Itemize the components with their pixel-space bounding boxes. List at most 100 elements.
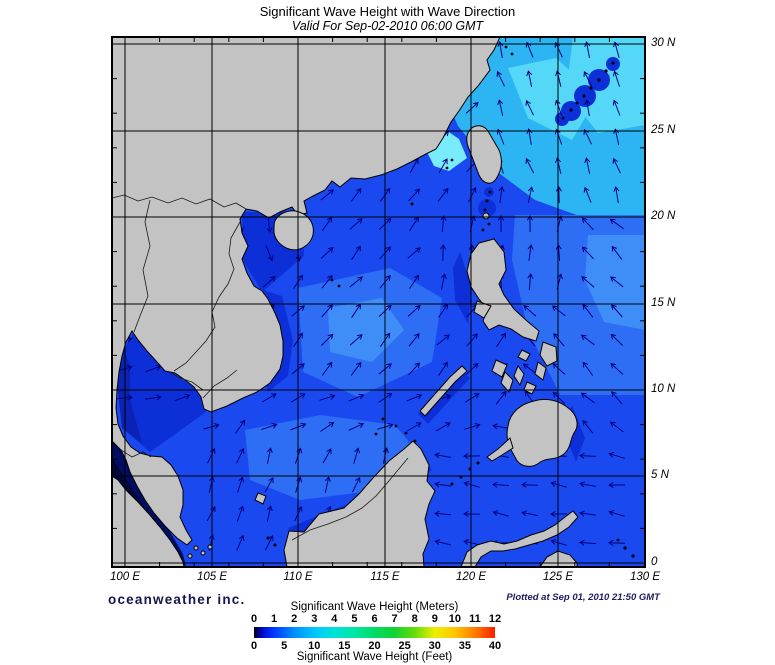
wave-direction-arrow	[608, 452, 625, 459]
land-sulawesi	[460, 510, 579, 568]
wave-direction-arrow	[581, 217, 594, 231]
wave-direction-arrow	[523, 305, 537, 317]
wave-direction-arrow	[492, 481, 510, 488]
wave-direction-arrow	[265, 245, 274, 262]
wave-direction-arrow	[438, 158, 448, 174]
wave-direction-arrow	[583, 71, 593, 87]
land-panay	[491, 359, 508, 378]
wave-direction-arrow	[580, 392, 595, 404]
wave-direction-arrow	[613, 128, 620, 145]
wave-direction-arrow	[608, 539, 626, 546]
wave-direction-arrow	[348, 422, 365, 431]
wave-direction-arrow	[579, 481, 596, 488]
wave-direction-arrow	[237, 476, 245, 493]
wave-direction-arrow	[521, 510, 538, 517]
wave-direction-arrow	[550, 481, 567, 488]
plotted-timestamp: Plotted at Sep 01, 2010 21:50 GMT	[506, 592, 660, 603]
wave-direction-arrow	[203, 423, 220, 430]
wave-direction-arrow	[465, 101, 479, 114]
wave-direction-arrow	[115, 394, 133, 401]
lon-label: 115 E	[370, 571, 400, 583]
wave-direction-arrow	[550, 511, 568, 518]
wave-direction-arrow	[266, 447, 273, 464]
lon-label: 105 E	[196, 571, 228, 583]
wave-direction-arrow	[584, 99, 591, 116]
wave-direction-arrow	[438, 361, 448, 376]
wave-direction-arrow	[320, 189, 334, 201]
oceanweather-logo-text: oceanweather inc.	[108, 592, 246, 607]
wave-direction-arrow	[408, 333, 420, 347]
legend-tick: 1	[271, 613, 278, 625]
wave-direction-arrow	[350, 187, 362, 202]
legend-tick: 0	[250, 640, 258, 652]
legend-meters-title: Significant Wave Height (Meters)	[290, 601, 459, 613]
wave-direction-arrow	[552, 391, 566, 404]
wave-direction-arrow	[320, 421, 335, 432]
wave-direction-arrow	[261, 422, 278, 430]
wave-direction-arrow	[521, 481, 539, 488]
wave-direction-arrow	[583, 128, 592, 145]
wave-direction-arrow	[555, 186, 562, 204]
wave-direction-arrow	[554, 128, 563, 145]
wave-direction-arrow	[497, 215, 505, 233]
wave-direction-arrow	[319, 393, 336, 401]
wave-direction-arrow	[463, 510, 481, 517]
legend-tick: 0	[250, 613, 258, 625]
wave-direction-arrow	[582, 303, 594, 318]
wave-direction-arrow	[553, 333, 565, 347]
wave-direction-arrow	[350, 361, 362, 376]
wave-direction-arrow	[406, 422, 422, 432]
land-cebu	[513, 364, 525, 387]
land-riau-3	[207, 544, 213, 550]
lat-label: 25 N	[651, 124, 676, 136]
legend-tick: 10	[308, 640, 321, 652]
legend-tick: 12	[488, 613, 502, 625]
land-negros	[500, 371, 514, 393]
legend-tick: 15	[338, 640, 351, 652]
lat-label: 10 N	[651, 383, 676, 395]
lon-label: 100 E	[109, 571, 141, 583]
wave-direction-arrow	[608, 510, 625, 517]
wave-direction-arrow	[440, 215, 447, 233]
legend-tick: 9	[431, 613, 438, 625]
legend-tick: 40	[488, 640, 502, 652]
wave-direction-arrow	[236, 505, 245, 522]
wave-direction-arrow	[320, 246, 334, 259]
wave-direction-arrow	[348, 393, 365, 402]
wave-direction-arrow	[468, 186, 477, 203]
land-asia-mainland	[111, 36, 501, 546]
wave-direction-arrow	[408, 188, 421, 202]
wave-direction-arrow	[497, 99, 504, 116]
wave-direction-arrow	[552, 362, 566, 375]
lat-label: 0	[651, 556, 658, 568]
wave-direction-arrow	[324, 476, 331, 493]
lon-label: 120 E	[455, 571, 487, 583]
wave-direction-arrow	[610, 333, 624, 346]
wave-direction-arrow	[581, 246, 594, 260]
wave-direction-arrow	[584, 41, 591, 58]
wave-direction-arrow	[349, 276, 363, 288]
wave-direction-arrow	[579, 510, 596, 517]
land-taiwan	[466, 125, 502, 184]
wave-direction-arrow	[584, 157, 591, 174]
wave-direction-arrow	[495, 390, 507, 405]
legend-tick: 6	[371, 613, 378, 625]
wave-direction-arrow	[174, 393, 191, 402]
wave-direction-arrow	[266, 505, 273, 522]
wave-direction-arrow	[463, 481, 480, 488]
wave-direction-arrow	[463, 539, 480, 546]
legend-tick: 7	[391, 613, 398, 625]
land-hainan	[273, 210, 314, 251]
wave-direction-arrow	[463, 453, 481, 460]
legend-tick: 11	[469, 613, 481, 625]
islet-specks	[266, 45, 635, 558]
land-riau-4	[187, 553, 193, 559]
legend-tick: 8	[411, 613, 418, 625]
wave-direction-arrow	[320, 333, 334, 346]
wave-direction-arrow	[609, 421, 624, 433]
land-natuna	[254, 492, 267, 505]
legend-tick: 10	[448, 613, 461, 625]
wave-direction-arrow	[353, 447, 360, 464]
wave-direction-arrow	[613, 186, 620, 203]
